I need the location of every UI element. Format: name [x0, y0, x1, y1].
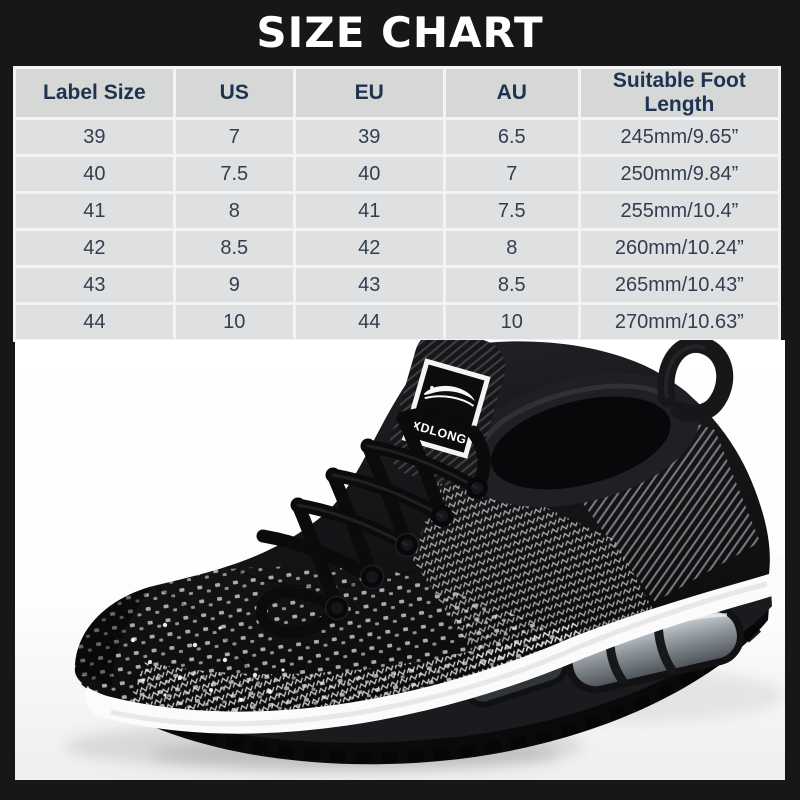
table-row: 41 8 41 7.5 255mm/10.4”: [16, 194, 778, 228]
size-chart-table: Label Size US EU AU Suitable Foot Length…: [13, 66, 781, 342]
table-header-row: Label Size US EU AU Suitable Foot Length: [16, 69, 778, 117]
size-chart-table-container: Label Size US EU AU Suitable Foot Length…: [13, 66, 781, 342]
page-title: SIZE CHART: [256, 8, 544, 57]
table-row: 40 7.5 40 7 250mm/9.84”: [16, 157, 778, 191]
table-cell: 40: [16, 157, 173, 191]
brand-logo-icon: [423, 385, 475, 407]
table-cell: 260mm/10.24”: [580, 231, 778, 265]
table-cell: 42: [16, 231, 173, 265]
table-row: 42 8.5 42 8 260mm/10.24”: [16, 231, 778, 265]
sneaker-illustration: XDLONG: [15, 340, 785, 780]
table-cell: 8.5: [445, 268, 578, 302]
table-cell: 43: [295, 268, 443, 302]
table-cell: 245mm/9.65”: [580, 120, 778, 154]
table-cell: 10: [175, 305, 293, 339]
lace-highlights: [296, 444, 479, 547]
table-cell: 41: [16, 194, 173, 228]
table-cell: 270mm/10.63”: [580, 305, 778, 339]
table-cell: 7: [445, 157, 578, 191]
midsole-white-band: [85, 552, 785, 734]
table-cell: 255mm/10.4”: [580, 194, 778, 228]
outsole: [81, 582, 771, 765]
heel-pull-tab: [657, 340, 734, 422]
table-cell: 7: [175, 120, 293, 154]
table-cell: 41: [295, 194, 443, 228]
header-cell-eu: EU: [295, 69, 443, 117]
table-cell: 43: [16, 268, 173, 302]
table-cell: 7.5: [175, 157, 293, 191]
table-cell: 44: [295, 305, 443, 339]
table-cell: 6.5: [445, 120, 578, 154]
table-row: 39 7 39 6.5 245mm/9.65”: [16, 120, 778, 154]
table-cell: 265mm/10.43”: [580, 268, 778, 302]
table-row: 44 10 44 10 270mm/10.63”: [16, 305, 778, 339]
ankle-collar-opening: [460, 372, 700, 508]
table-cell: 42: [295, 231, 443, 265]
header-cell-au: AU: [445, 69, 578, 117]
table-cell: 39: [16, 120, 173, 154]
table-cell: 39: [295, 120, 443, 154]
table-cell: 8.5: [175, 231, 293, 265]
table-cell: 10: [445, 305, 578, 339]
header-cell-label-size: Label Size: [16, 69, 173, 117]
table-cell: 8: [445, 231, 578, 265]
table-row: 43 9 43 8.5 265mm/10.43”: [16, 268, 778, 302]
toe-speckle-dots: [130, 622, 285, 702]
header-cell-us: US: [175, 69, 293, 117]
table-cell: 7.5: [445, 194, 578, 228]
table-cell: 44: [16, 305, 173, 339]
table-cell: 9: [175, 268, 293, 302]
table-cell: 8: [175, 194, 293, 228]
header-cell-foot-length: Suitable Foot Length: [580, 69, 778, 117]
table-cell: 40: [295, 157, 443, 191]
product-photo: XDLONG: [15, 340, 785, 780]
lace-eyelets: [324, 477, 488, 621]
table-cell: 250mm/9.84”: [580, 157, 778, 191]
